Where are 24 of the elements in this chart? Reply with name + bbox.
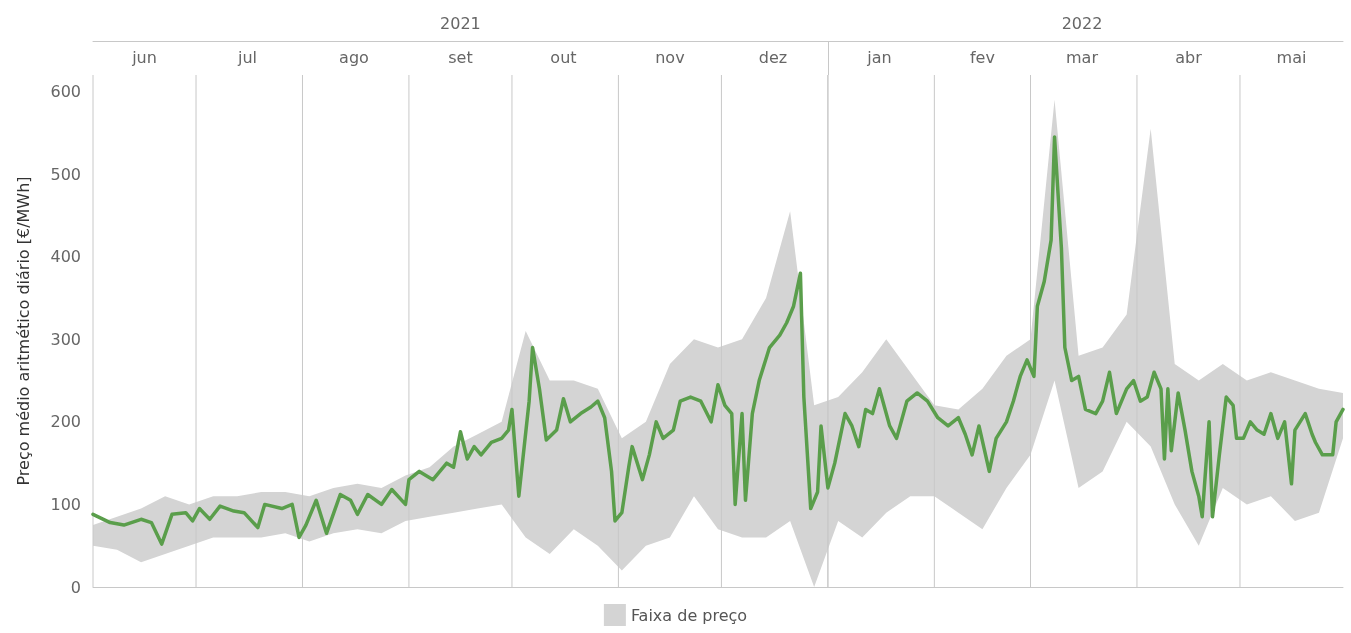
y-tick-label: 600 <box>50 82 81 102</box>
y-axis-title: Preço médio aritmético diário [€/MWh] <box>13 176 33 486</box>
y-tick-label: 100 <box>50 494 81 514</box>
x-tick-label: out <box>550 47 577 67</box>
x-tick-label: set <box>448 47 473 67</box>
x2-tick-label: 2022 <box>1061 13 1103 33</box>
x-tick-label: jul <box>237 47 258 67</box>
x-tick-label: mar <box>1066 47 1099 67</box>
y-tick-label: 400 <box>50 247 81 267</box>
x-tick-label: abr <box>1175 47 1203 67</box>
x-tick-label: jun <box>131 47 157 67</box>
y-tick-label: 200 <box>50 412 81 432</box>
x2-tick-label: 2021 <box>440 13 481 33</box>
y-tick-label: 500 <box>50 164 81 184</box>
line-series <box>91 135 1345 546</box>
legend-label: Faixa de preço <box>630 605 748 625</box>
y-tick-label: 0 <box>70 577 81 597</box>
x-tick-label: dez <box>758 47 788 67</box>
x-tick-label: nov <box>655 47 685 67</box>
x-tick-label: jan <box>866 47 892 67</box>
x-tick-label: ago <box>339 47 369 67</box>
x-tick-label: mai <box>1276 47 1307 67</box>
x-tick-label: fev <box>969 47 995 67</box>
y-tick-label: 300 <box>50 329 81 349</box>
